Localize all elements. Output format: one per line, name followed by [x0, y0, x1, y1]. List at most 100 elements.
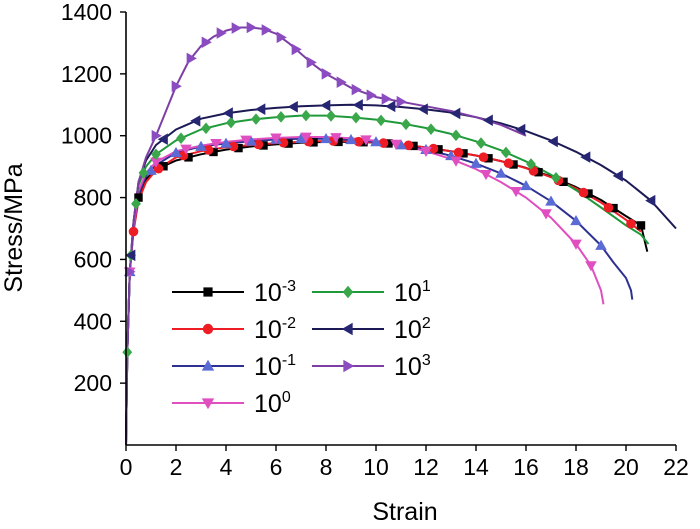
data-point-10-2: [453, 147, 464, 158]
legend-label-10-3: 10-3: [254, 278, 296, 307]
data-point-10-1: [395, 139, 407, 150]
data-point-10-3: [134, 193, 143, 202]
data-point-100: [150, 157, 162, 168]
data-point-100: [210, 139, 222, 150]
x-tick-label: 8: [320, 454, 333, 480]
x-tick-label: 0: [120, 454, 133, 480]
data-point-103: [336, 76, 347, 89]
data-point-103: [171, 80, 182, 93]
data-point-10-3: [509, 160, 518, 169]
data-point-103: [396, 95, 407, 108]
data-point-102: [352, 99, 363, 111]
x-tick-label: 4: [220, 454, 233, 480]
data-point-102: [580, 151, 591, 163]
data-point-10-1: [370, 136, 382, 147]
data-point-10-2: [428, 143, 439, 154]
y-tick-label: 1400: [61, 0, 112, 25]
data-point-102: [287, 100, 298, 113]
x-tick-label: 10: [363, 454, 389, 480]
data-point-10-1: [470, 157, 482, 168]
data-point-100: [540, 209, 552, 220]
data-point-10-3: [459, 149, 468, 158]
data-point-10-2: [203, 145, 214, 155]
data-point-102: [417, 103, 428, 115]
data-point-100: [450, 156, 462, 167]
data-point-10-3: [636, 221, 646, 230]
legend-marker-100: [201, 398, 215, 410]
x-tick-label: 12: [413, 454, 439, 480]
legend-label-101: 101: [394, 278, 431, 307]
data-point-103: [306, 56, 317, 69]
data-point-10-3: [484, 154, 493, 163]
plot-markers: [122, 21, 656, 359]
data-point-10-3: [209, 147, 218, 157]
legend-marker-102: [341, 322, 353, 336]
data-point-103: [351, 83, 362, 96]
data-point-103: [276, 31, 287, 44]
data-point-102: [645, 194, 656, 207]
data-point-10-3: [434, 145, 443, 154]
data-point-101: [122, 346, 133, 359]
data-point-102: [125, 249, 136, 262]
legend-marker-10-3: [203, 287, 213, 297]
data-point-10-2: [278, 137, 289, 148]
data-point-10-3: [309, 138, 318, 147]
data-point-101: [501, 146, 511, 159]
data-point-101: [151, 148, 161, 161]
data-point-10-3: [184, 153, 193, 162]
x-tick-label: 22: [663, 454, 689, 480]
data-point-10-1: [545, 195, 557, 206]
data-point-102: [190, 115, 201, 127]
data-point-100: [270, 133, 282, 144]
data-point-103: [366, 89, 377, 101]
data-point-10-2: [378, 138, 389, 148]
x-axis-label: Strain: [372, 498, 437, 526]
data-point-102: [320, 99, 331, 112]
data-point-101: [301, 109, 311, 122]
legend-marker-10-1: [201, 359, 215, 371]
y-tick-label: 1200: [61, 61, 112, 87]
data-point-10-1: [345, 133, 357, 145]
data-point-101: [526, 158, 536, 170]
data-point-101: [476, 137, 486, 149]
axes: 0 2 4 6 8 10 12 14 16 18 20 22 200 400 600 800 1000 1200…: [61, 0, 689, 480]
legend-label-100: 100: [254, 389, 291, 418]
data-point-10-2: [503, 158, 514, 169]
data-point-101: [351, 111, 361, 124]
data-point-100: [330, 133, 342, 144]
data-point-10-1: [520, 180, 532, 191]
data-point-10-3: [259, 141, 268, 150]
y-ticks: 200 400 600 800 1000 1200 1400: [61, 0, 126, 396]
data-point-10-3: [584, 189, 593, 198]
data-point-10-3: [334, 137, 343, 147]
y-tick-label: 600: [74, 246, 112, 272]
legend-label-10-1: 10-1: [254, 352, 296, 381]
x-tick-label: 18: [563, 454, 589, 480]
data-point-101: [376, 114, 386, 127]
legend-label-10-2: 10-2: [254, 315, 296, 344]
data-point-10-3: [534, 168, 543, 177]
data-point-102: [222, 107, 233, 119]
y-axis-label: Stress/MPa: [0, 163, 28, 292]
data-point-102: [385, 100, 396, 113]
data-point-100: [240, 135, 252, 146]
data-point-101: [226, 116, 236, 129]
data-point-10-1: [195, 140, 207, 151]
data-point-101: [401, 118, 411, 131]
y-tick-label: 800: [74, 185, 112, 211]
data-point-10-2: [228, 141, 239, 152]
data-point-10-2: [403, 140, 414, 151]
data-point-10-2: [478, 152, 489, 162]
data-point-102: [450, 107, 461, 120]
data-point-10-1: [220, 137, 232, 148]
legend-label-102: 102: [394, 315, 431, 344]
data-point-103: [261, 24, 272, 36]
data-point-10-2: [128, 226, 139, 237]
data-point-102: [157, 133, 168, 145]
data-point-103: [291, 43, 302, 56]
data-point-10-1: [245, 135, 257, 146]
data-point-102: [255, 103, 266, 115]
data-point-10-2: [253, 139, 264, 150]
data-point-103: [151, 129, 162, 142]
data-point-103: [125, 266, 136, 278]
